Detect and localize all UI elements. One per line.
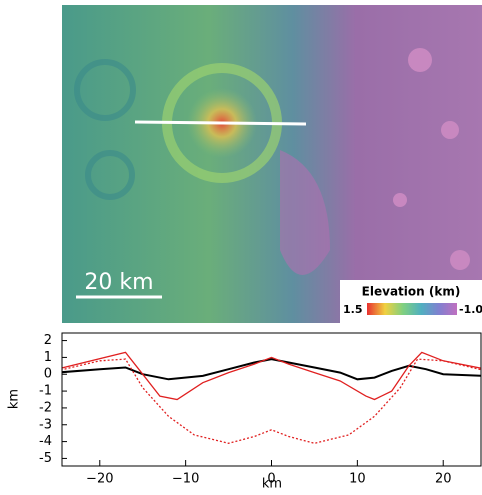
y-tick-label: -1 — [39, 384, 52, 399]
x-tick-label: −10 — [172, 472, 199, 487]
y-tick-label: -3 — [39, 417, 52, 432]
x-tick-label: 0 — [267, 472, 275, 487]
colorbar-title: Elevation (km) — [362, 285, 461, 299]
series-line — [57, 359, 482, 379]
y-tick-label: 2 — [44, 333, 52, 348]
x-tick-label: 10 — [349, 472, 366, 487]
figure: 20 km Elevation (km) 1.5 -1.0 km km 210-… — [0, 0, 482, 491]
elevation-map: 20 km Elevation (km) 1.5 -1.0 — [62, 5, 482, 323]
y-axis-label: km — [7, 389, 22, 409]
y-tick-label: -5 — [39, 451, 52, 466]
colorbar-label: -1.0 — [459, 303, 482, 316]
y-tick-label: -4 — [39, 434, 52, 449]
scale-bar-label: 20 km — [84, 270, 153, 295]
colorbar-label: 1.5 — [343, 303, 363, 316]
y-tick-label: 1 — [44, 350, 52, 365]
x-tick-label: −20 — [86, 472, 113, 487]
series-line — [57, 359, 482, 443]
y-tick-label: 0 — [44, 367, 52, 382]
y-tick-label: -2 — [39, 400, 52, 415]
x-tick-label: 20 — [435, 472, 452, 487]
